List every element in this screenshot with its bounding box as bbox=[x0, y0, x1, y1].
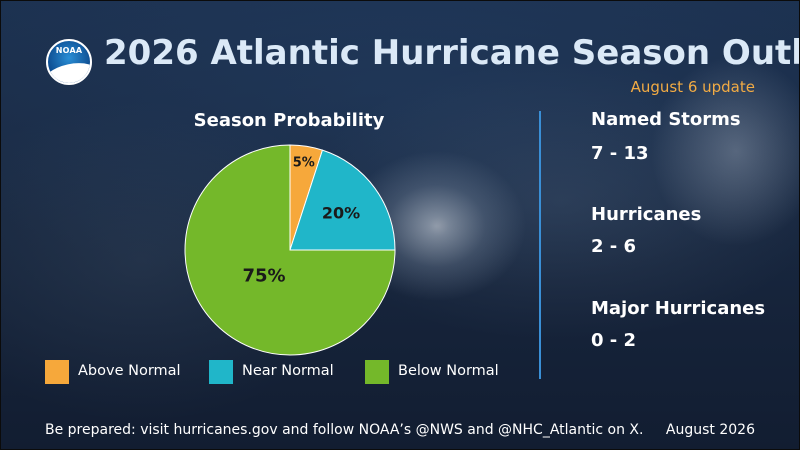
pie-label-below-normal: 75% bbox=[242, 265, 285, 286]
pie-label-above-normal: 5% bbox=[293, 155, 315, 170]
hurricanes-value: 2 - 6 bbox=[591, 236, 637, 257]
named-storms-value: 7 - 13 bbox=[591, 143, 649, 164]
legend-label-below-normal: Below Normal bbox=[398, 363, 499, 379]
season-probability-pie: 5% 20% 75% bbox=[184, 144, 396, 356]
legend-swatch-above-normal bbox=[45, 360, 69, 384]
footer-message: Be prepared: visit hurricanes.gov and fo… bbox=[45, 422, 644, 438]
legend-label-above-normal: Above Normal bbox=[78, 363, 181, 379]
legend-swatch-below-normal bbox=[365, 360, 389, 384]
legend-label-near-normal: Near Normal bbox=[242, 363, 334, 379]
pie-slice-below-normal bbox=[184, 144, 396, 356]
chart-title: Season Probability bbox=[193, 110, 385, 131]
major-hurricanes-value: 0 - 2 bbox=[591, 330, 637, 351]
hurricanes-label: Hurricanes bbox=[591, 204, 702, 225]
page-title: 2026 Atlantic Hurricane Season Outlook bbox=[104, 33, 800, 73]
legend-swatch-near-normal bbox=[209, 360, 233, 384]
update-subtitle: August 6 update bbox=[630, 78, 755, 96]
footer-date: August 2026 bbox=[665, 422, 755, 438]
vertical-divider bbox=[539, 111, 541, 379]
major-hurricanes-label: Major Hurricanes bbox=[591, 298, 766, 319]
named-storms-label: Named Storms bbox=[591, 109, 741, 130]
noaa-logo-text: NOAA bbox=[55, 46, 83, 55]
noaa-gull-shape bbox=[48, 58, 90, 83]
pie-slice-near-normal bbox=[289, 149, 396, 251]
pie-label-near-normal: 20% bbox=[322, 203, 360, 222]
noaa-logo: NOAA bbox=[46, 39, 92, 85]
